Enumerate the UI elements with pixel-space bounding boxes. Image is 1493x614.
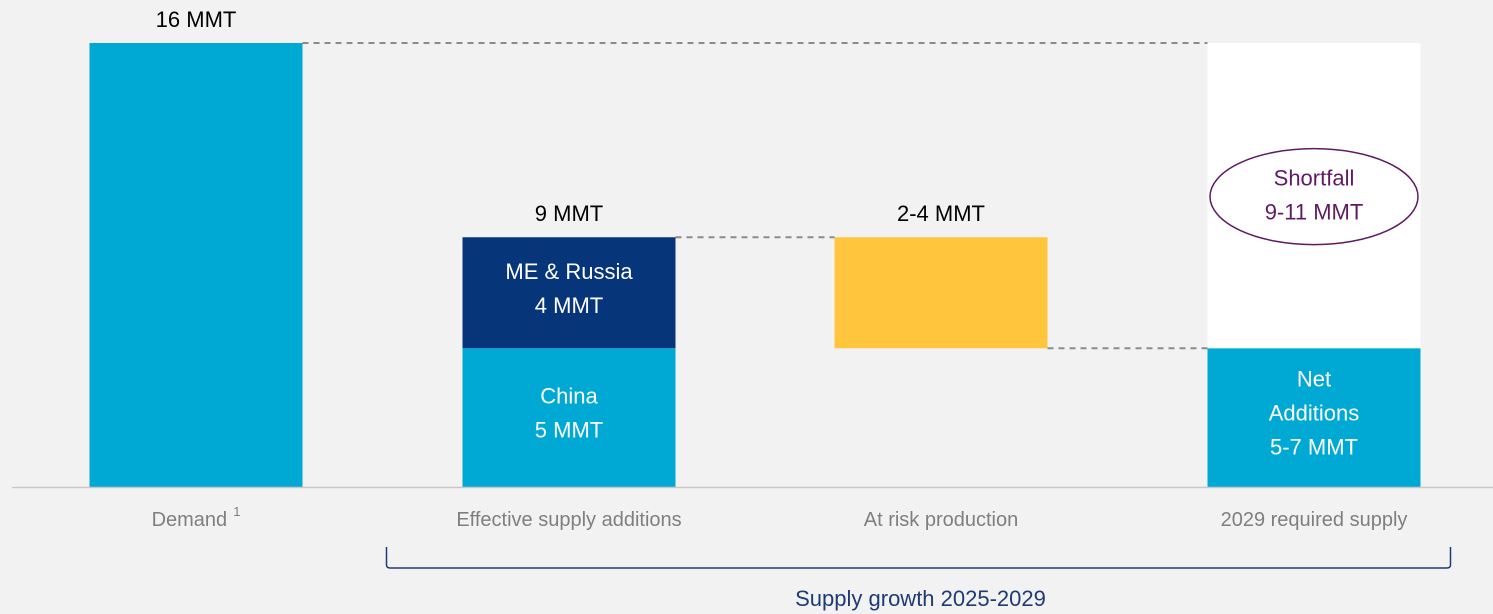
segment-label: ME & Russia 4 MMT xyxy=(505,259,633,318)
bar-segment xyxy=(462,237,676,349)
segment-label-line: 5-7 MMT xyxy=(1270,434,1358,459)
segment-label-line: 4 MMT xyxy=(535,293,603,318)
segment-label-line: ME & Russia xyxy=(505,259,633,284)
annotation-line: 9-11 MMT xyxy=(1265,199,1364,224)
bracket xyxy=(385,547,1452,569)
segment-label-line: Net xyxy=(1297,366,1331,391)
segment-label: Net Additions 5-7 MMT xyxy=(1269,366,1360,459)
category-label: 2029 required supply xyxy=(1221,509,1408,531)
bar-segment xyxy=(1207,348,1421,487)
category-label: At risk production xyxy=(864,509,1019,531)
category-name: Effective supply additions xyxy=(456,509,681,531)
bar-segment xyxy=(834,237,1048,349)
category-name: At risk production xyxy=(864,509,1019,531)
footnote-mark: 1 xyxy=(233,504,240,519)
bar-segment xyxy=(462,348,676,487)
bar-segment xyxy=(89,43,303,487)
category-label: Demand 1 xyxy=(152,504,241,531)
bracket-label: Supply growth 2025-2029 xyxy=(795,586,1046,611)
category-name: Demand xyxy=(152,509,228,531)
segment-label-line: Additions xyxy=(1269,400,1360,425)
segment-label: China 5 MMT xyxy=(535,383,603,442)
bar-segment xyxy=(1207,43,1421,349)
total-label: 2-4 MMT xyxy=(897,201,985,226)
category-name: 2029 required supply xyxy=(1221,509,1408,531)
total-label: 16 MMT xyxy=(156,7,237,32)
segment-label-line: 5 MMT xyxy=(535,417,603,442)
annotation-circle xyxy=(1209,147,1419,246)
segment-label-line: China xyxy=(540,383,598,408)
total-label: 9 MMT xyxy=(535,201,603,226)
annotation: Shortfall 9-11 MMT xyxy=(1265,165,1364,224)
annotation-line: Shortfall xyxy=(1274,165,1355,190)
category-label: Effective supply additions xyxy=(456,509,681,531)
